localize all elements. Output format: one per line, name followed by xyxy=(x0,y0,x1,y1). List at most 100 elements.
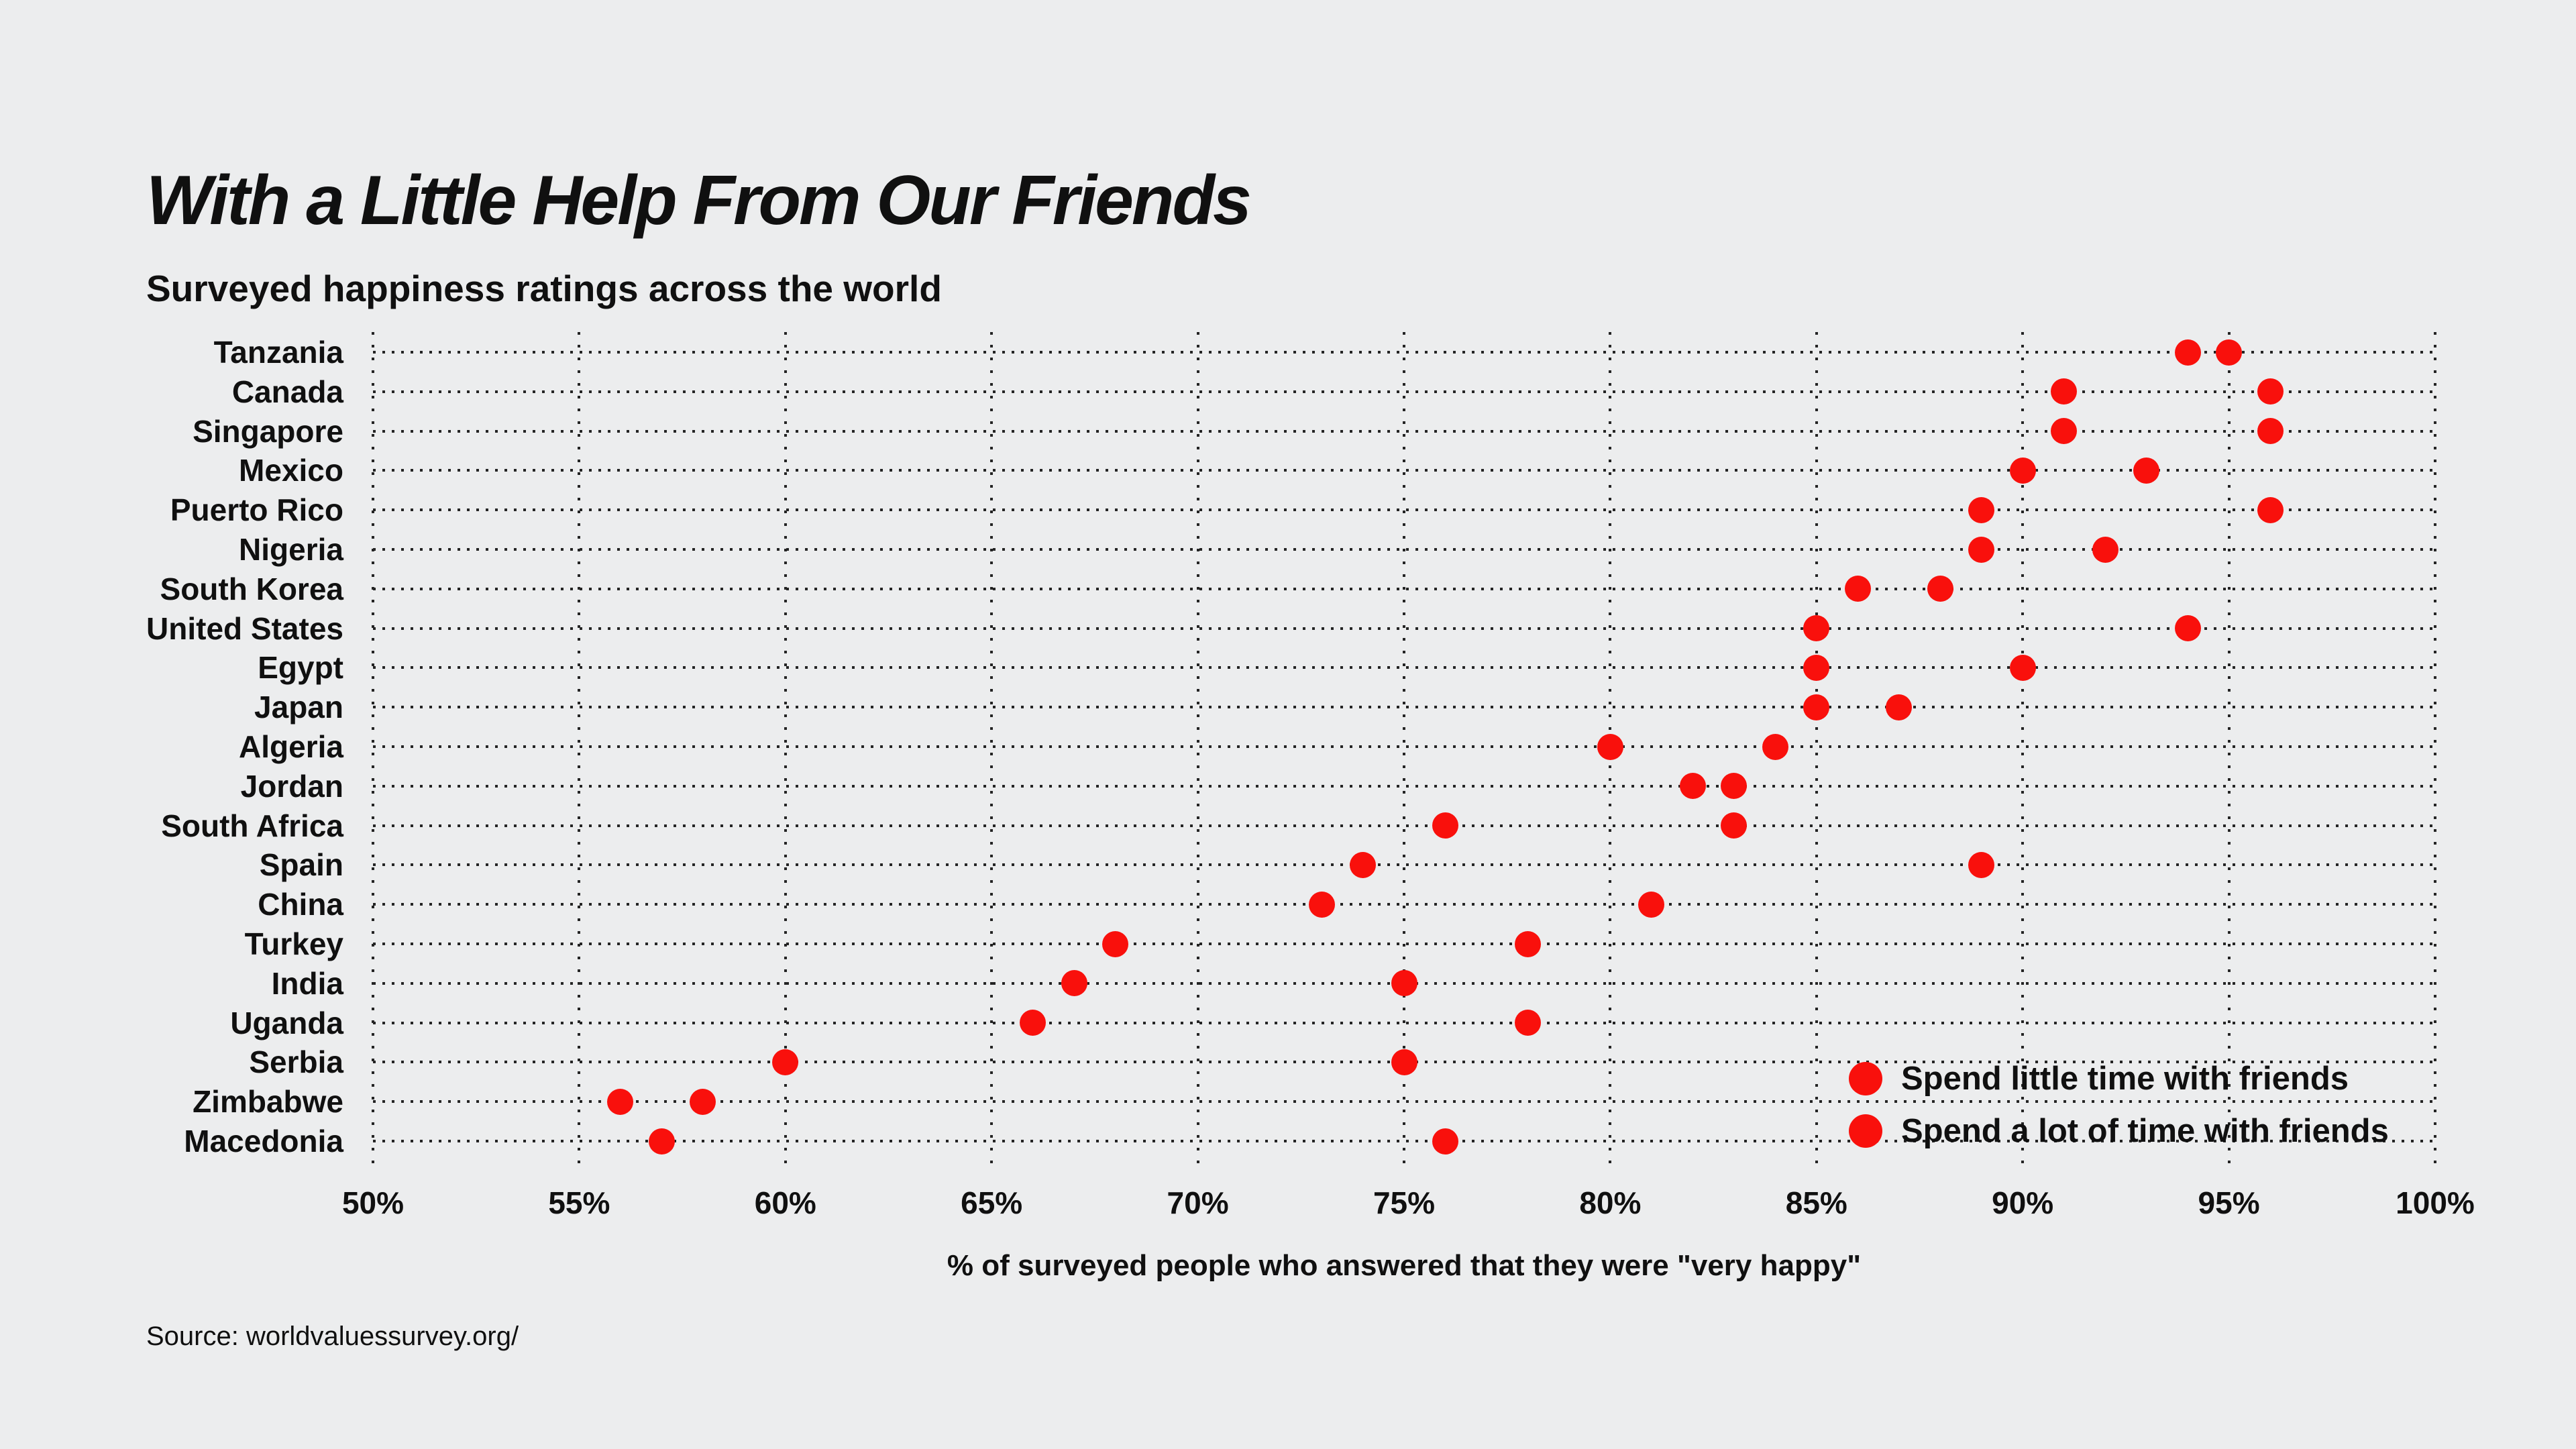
scatter-dot xyxy=(2257,496,2284,523)
scatter-dot xyxy=(1432,1128,1458,1155)
scatter-dot xyxy=(1514,1010,1541,1036)
country-label: Mexico xyxy=(239,453,343,488)
row-gridline xyxy=(373,587,2435,590)
row-gridline xyxy=(373,627,2435,630)
scatter-dot xyxy=(1391,1049,1417,1075)
source-note: Source: worldvaluessurvey.org/ xyxy=(146,1322,519,1351)
legend-label: Spend a lot of time with friends xyxy=(1901,1113,2389,1149)
row-gridline xyxy=(373,1100,2435,1104)
country-label: Puerto Rico xyxy=(170,492,343,528)
country-label: Spain xyxy=(259,847,343,883)
scatter-dot xyxy=(1432,812,1458,839)
x-tick-label: 75% xyxy=(1373,1185,1436,1220)
x-tick-label: 80% xyxy=(1579,1185,1642,1220)
country-label: Singapore xyxy=(193,413,343,449)
scatter-dot xyxy=(1927,576,1953,602)
scatter-dot xyxy=(1638,891,1665,918)
row-gridline xyxy=(373,429,2435,433)
row-gridline xyxy=(373,390,2435,393)
x-gridline xyxy=(784,332,787,1172)
x-gridline xyxy=(578,332,581,1172)
x-gridline xyxy=(1196,332,1199,1172)
scatter-dot xyxy=(1391,970,1417,997)
country-label: United States xyxy=(146,610,343,646)
scatter-dot xyxy=(1061,970,1087,997)
scatter-dot xyxy=(1803,694,1830,720)
scatter-dot xyxy=(1968,496,1995,523)
country-label: Canada xyxy=(231,374,343,409)
legend: Spend little time with friends Spend a l… xyxy=(1849,1060,2389,1150)
scatter-dot xyxy=(2257,418,2284,445)
x-tick-label: 65% xyxy=(961,1185,1023,1220)
country-label: Serbia xyxy=(249,1044,343,1080)
scatter-dot xyxy=(2009,457,2036,484)
x-gridline xyxy=(372,332,374,1172)
legend-item-little-time: Spend little time with friends xyxy=(1849,1060,2389,1097)
x-tick-label: 50% xyxy=(341,1185,405,1220)
scatter-dot xyxy=(2051,418,2078,445)
x-gridline xyxy=(2434,332,2436,1172)
chart-title: With a Little Help From Our Friends xyxy=(146,161,1252,239)
row-gridline xyxy=(373,666,2435,669)
legend-label: Spend little time with friends xyxy=(1901,1061,2349,1097)
scatter-dot xyxy=(1597,733,1623,760)
scatter-dot xyxy=(1020,1010,1046,1036)
country-label: Algeria xyxy=(239,729,343,764)
x-tick-label: 95% xyxy=(2198,1185,2260,1220)
scatter-dot xyxy=(2174,339,2201,366)
scatter-dot xyxy=(2051,378,2078,405)
row-gridline xyxy=(373,706,2435,709)
legend-dot-icon xyxy=(1849,1062,1882,1095)
row-gridline xyxy=(373,745,2435,748)
country-label: Macedonia xyxy=(184,1124,343,1159)
x-tick-label: 90% xyxy=(1992,1185,2054,1220)
scatter-dot xyxy=(1721,773,1748,800)
country-label: China xyxy=(258,887,343,922)
legend-item-lot-of-time: Spend a lot of time with friends xyxy=(1849,1112,2389,1150)
scatter-dot xyxy=(1968,536,1995,563)
country-label: Turkey xyxy=(244,926,343,961)
row-gridline xyxy=(373,1021,2435,1024)
country-label: Japan xyxy=(254,690,343,725)
scatter-dot xyxy=(2257,378,2284,405)
row-gridline xyxy=(373,351,2435,354)
x-tick-label: 70% xyxy=(1167,1185,1229,1220)
country-label: Nigeria xyxy=(239,532,343,567)
x-axis-title: % of surveyed people who answered that t… xyxy=(947,1249,1862,1282)
scatter-dot xyxy=(2009,654,2036,681)
x-tick-label: 55% xyxy=(548,1185,610,1220)
scatter-dot xyxy=(1721,812,1748,839)
scatter-dot xyxy=(1844,576,1871,602)
row-gridline xyxy=(373,863,2435,867)
country-label: Uganda xyxy=(230,1005,343,1040)
scatter-dot xyxy=(2133,457,2160,484)
scatter-dot xyxy=(1762,733,1788,760)
country-label: South Korea xyxy=(160,571,343,606)
scatter-dot xyxy=(1308,891,1335,918)
scatter-dot xyxy=(648,1128,675,1155)
row-gridline xyxy=(373,943,2435,945)
x-gridline xyxy=(1403,332,1405,1172)
scatter-dot xyxy=(690,1088,716,1115)
x-gridline xyxy=(990,332,994,1172)
chart-subtitle: Surveyed happiness ratings across the wo… xyxy=(146,267,942,309)
row-gridline xyxy=(373,784,2435,788)
scatter-dot xyxy=(2092,536,2118,563)
x-tick-label: 100% xyxy=(2396,1185,2475,1220)
scatter-dot xyxy=(1803,615,1830,642)
scatter-dot xyxy=(1886,694,1913,720)
scatter-dot xyxy=(772,1049,799,1075)
x-gridline xyxy=(2227,332,2231,1172)
scatter-dot xyxy=(1679,773,1706,800)
country-label: Jordan xyxy=(240,768,343,804)
x-tick-label: 60% xyxy=(754,1185,816,1220)
scatter-dot xyxy=(607,1088,634,1115)
scatter-dot xyxy=(2174,615,2201,642)
country-label: South Africa xyxy=(161,808,343,843)
scatter-dot xyxy=(1803,654,1830,681)
row-gridline xyxy=(373,548,2435,551)
row-gridline xyxy=(373,508,2435,512)
row-gridline xyxy=(373,903,2435,906)
country-label: India xyxy=(271,965,343,1001)
